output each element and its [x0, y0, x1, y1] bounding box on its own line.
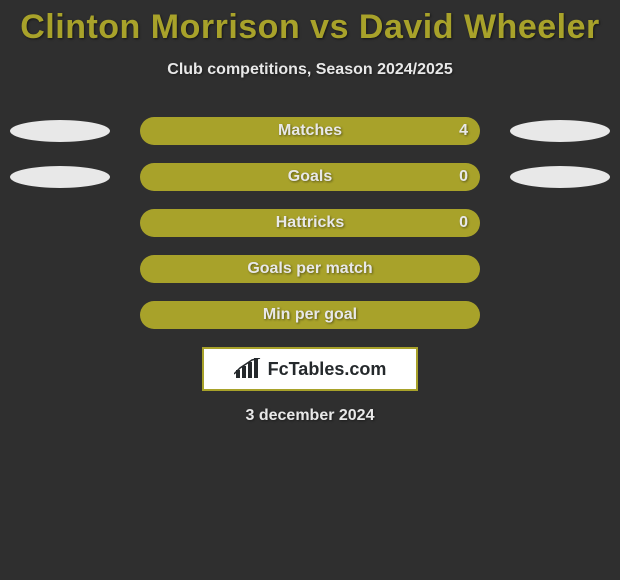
stat-label: Hattricks	[140, 209, 480, 237]
stat-row: Goals per match	[0, 255, 620, 283]
stat-label: Min per goal	[140, 301, 480, 329]
watermark-text: FcTables.com	[268, 359, 387, 380]
stat-rows: Matches4Goals0Hattricks0Goals per matchM…	[0, 117, 620, 329]
right-blob	[510, 120, 610, 142]
right-blob	[510, 166, 610, 188]
stat-row: Min per goal	[0, 301, 620, 329]
stat-value-right: 0	[459, 209, 468, 237]
stat-value-right: 4	[459, 117, 468, 145]
stat-value-right: 0	[459, 163, 468, 191]
page-subtitle: Club competitions, Season 2024/2025	[0, 61, 620, 79]
generated-date: 3 december 2024	[0, 407, 620, 425]
left-blob	[10, 120, 110, 142]
left-blob	[10, 166, 110, 188]
comparison-infographic: Clinton Morrison vs David Wheeler Club c…	[0, 0, 620, 580]
stat-label: Matches	[140, 117, 480, 145]
stat-row: Matches4	[0, 117, 620, 145]
page-title: Clinton Morrison vs David Wheeler	[0, 0, 620, 47]
stat-row: Hattricks0	[0, 209, 620, 237]
bar-chart-icon	[234, 358, 262, 380]
stat-row: Goals0	[0, 163, 620, 191]
stat-label: Goals per match	[140, 255, 480, 283]
watermark-badge: FcTables.com	[202, 347, 418, 391]
stat-label: Goals	[140, 163, 480, 191]
